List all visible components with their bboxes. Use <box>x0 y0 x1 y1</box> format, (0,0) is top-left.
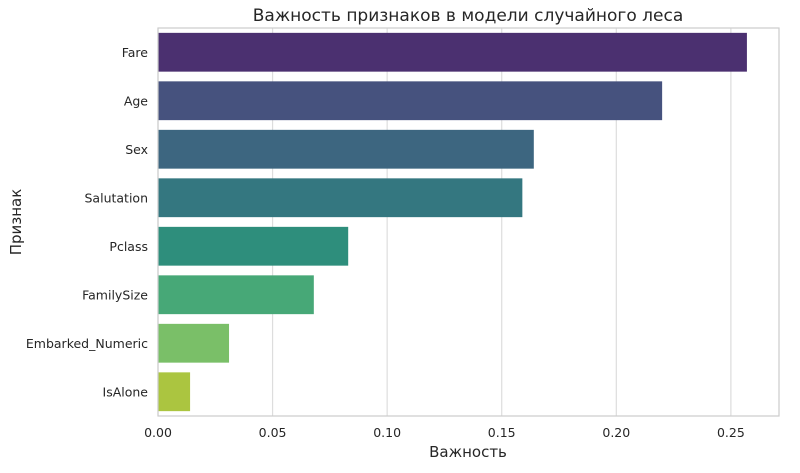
y-tick-labels: Fare Age Sex Salutation Pclass FamilySize Emba… <box>26 45 148 400</box>
y-tick-label: Age <box>124 93 148 108</box>
y-tick-label: Pclass <box>109 239 148 254</box>
bar-FamilySize <box>158 275 314 315</box>
bar-Fare <box>158 32 747 72</box>
x-axis-label: Важность <box>429 443 507 461</box>
x-tick-labels: 0.00 0.05 0.10 0.15 0.20 0.25 <box>144 425 745 440</box>
bar-Sex <box>158 129 534 169</box>
plot-frame <box>157 27 780 417</box>
bar-Embarked_Numeric <box>158 323 230 363</box>
x-tick-label: 0.15 <box>488 425 516 440</box>
x-tick-label: 0.20 <box>602 425 630 440</box>
x-tick-label: 0.25 <box>717 425 745 440</box>
x-tick-label: 0.00 <box>144 425 172 440</box>
y-tick-label: Sex <box>125 142 148 157</box>
y-tick-label: Embarked_Numeric <box>26 336 148 351</box>
bar-IsAlone <box>158 372 191 412</box>
bar-Age <box>158 81 663 121</box>
chart-title: Важность признаков в модели случайного л… <box>253 6 684 26</box>
y-tick-label: FamilySize <box>82 287 148 302</box>
y-axis-label: Признак <box>7 189 25 256</box>
bar-Pclass <box>158 226 349 266</box>
x-tick-label: 0.05 <box>259 425 287 440</box>
y-tick-label: Fare <box>122 45 149 60</box>
x-tick-label: 0.10 <box>373 425 401 440</box>
bar-Salutation <box>158 178 523 218</box>
bars <box>158 32 747 412</box>
y-tick-label: IsAlone <box>103 384 149 399</box>
y-tick-label: Salutation <box>85 190 149 205</box>
